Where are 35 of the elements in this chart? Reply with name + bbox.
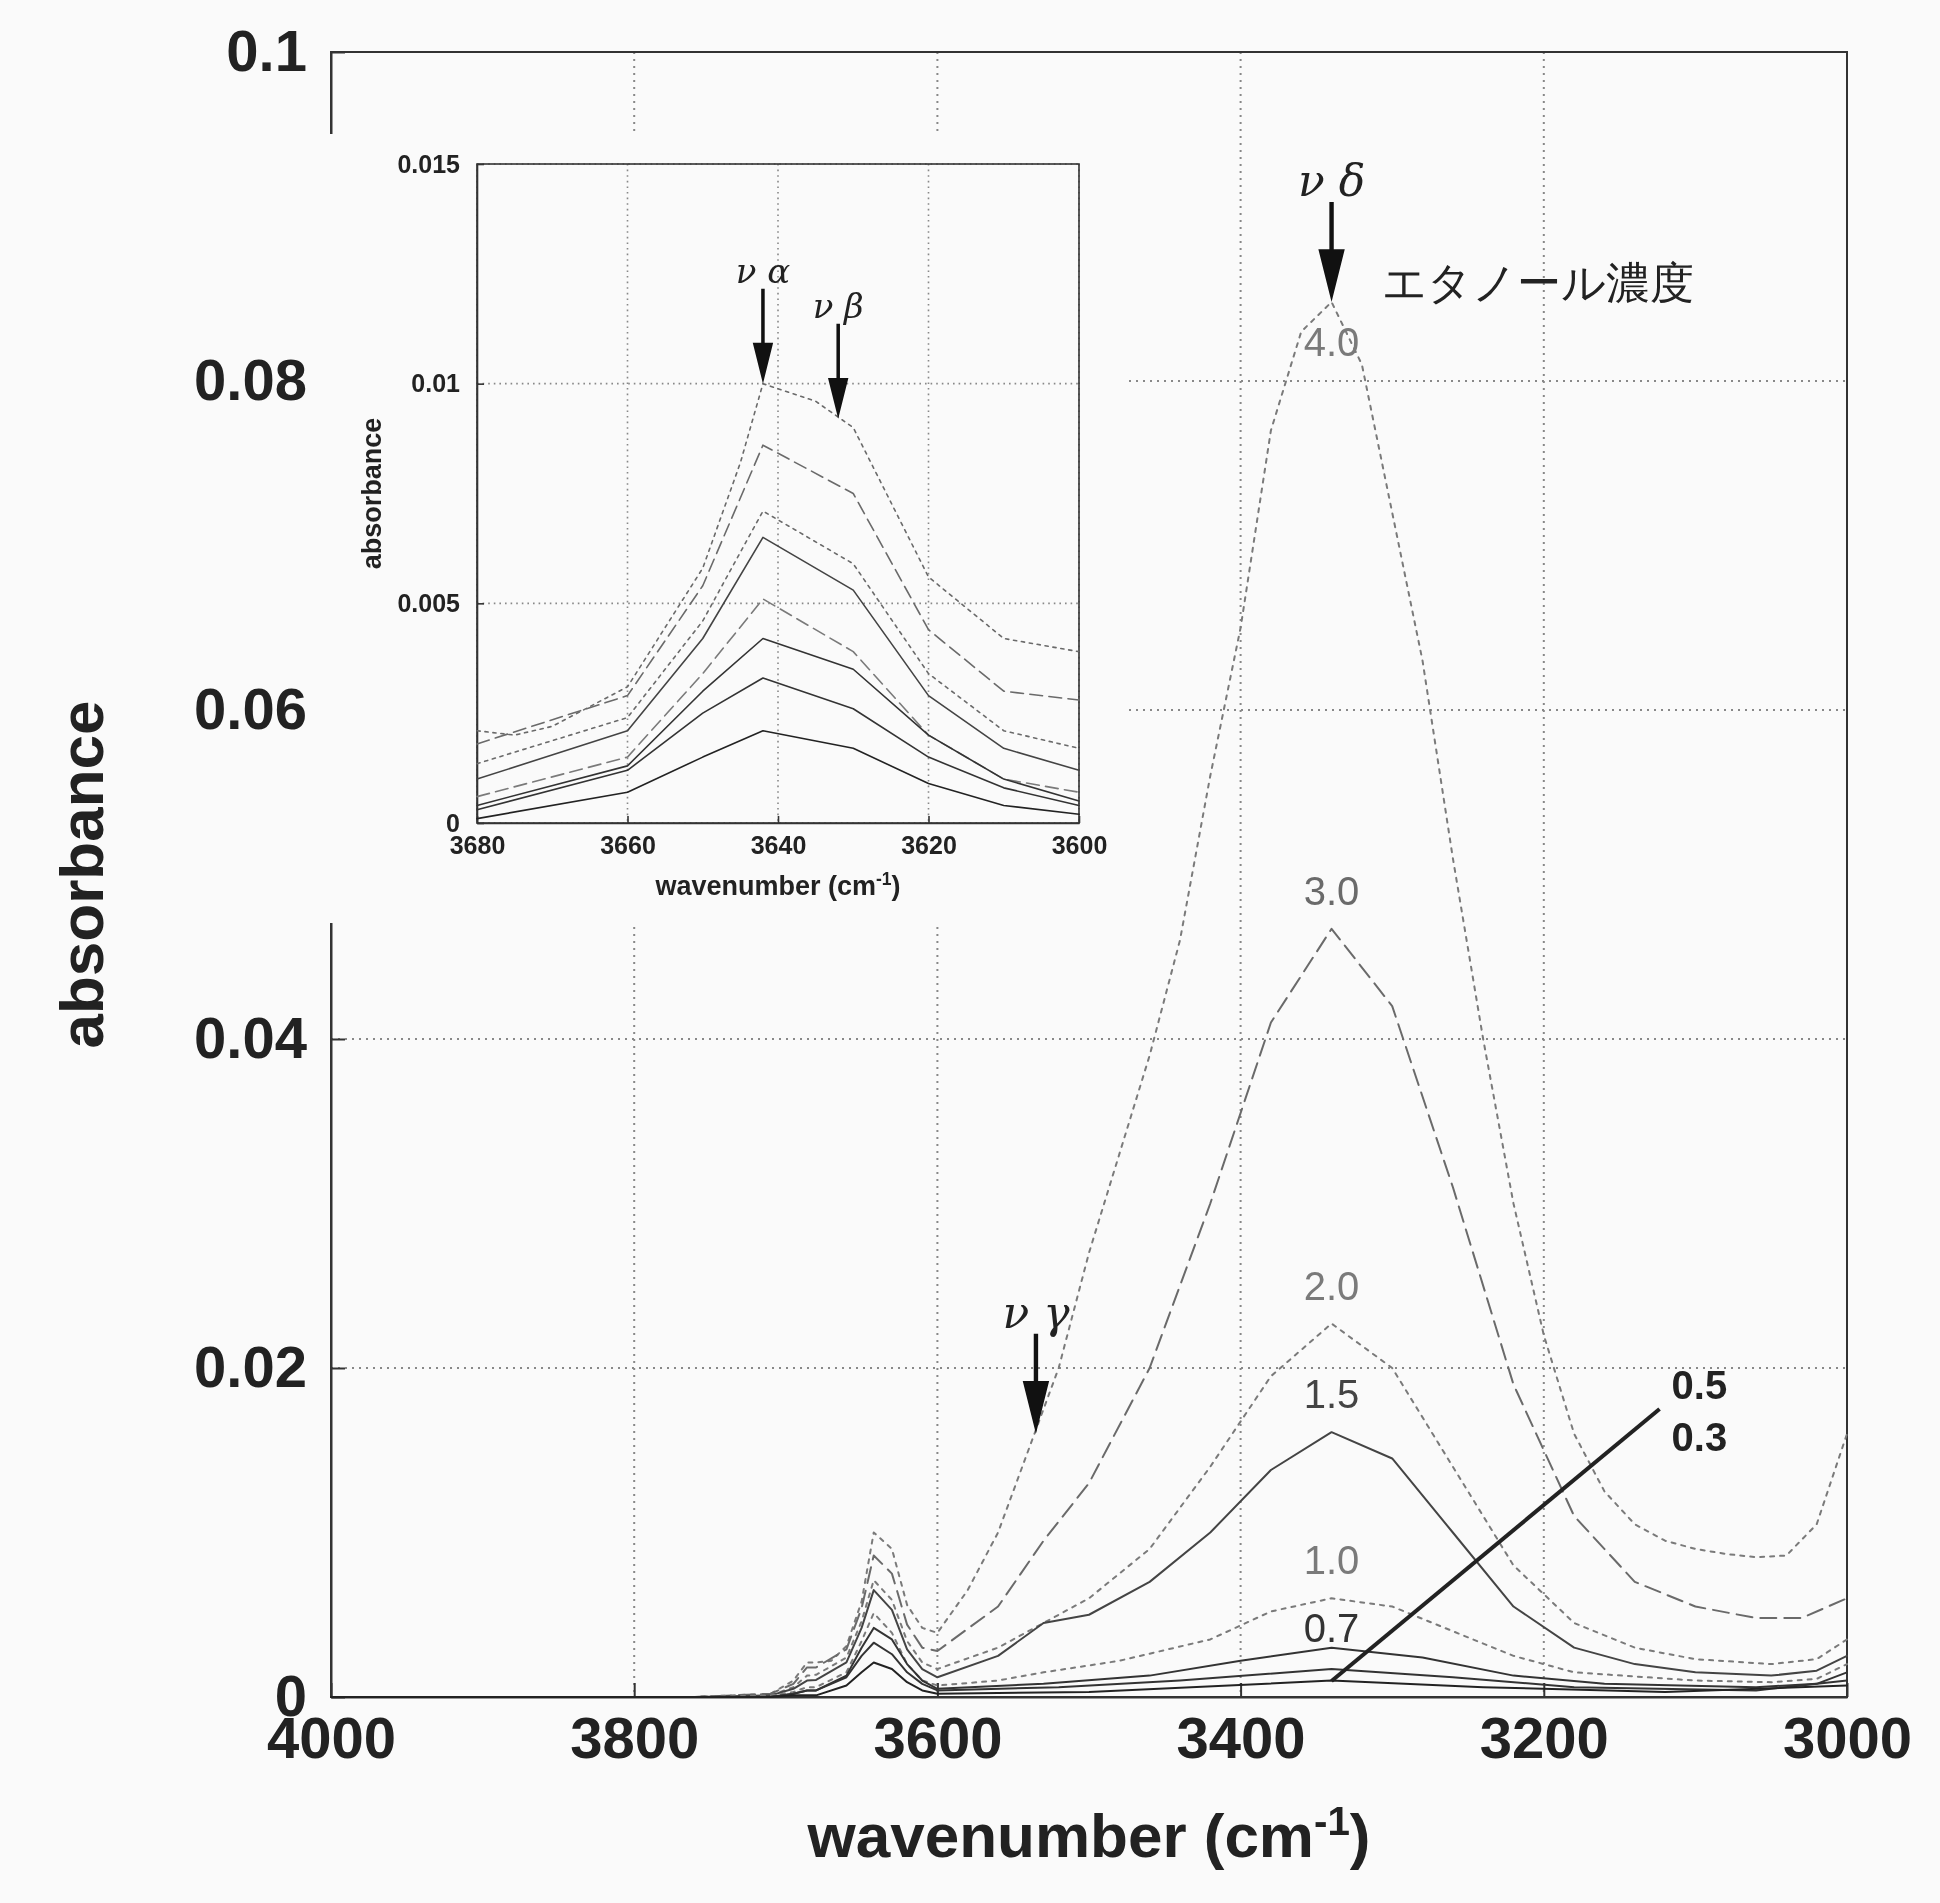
x-tick-label: 3620 xyxy=(901,830,957,859)
series-label: 1.0 xyxy=(1303,1538,1360,1583)
annotation: エタノール濃度 xyxy=(1381,258,1694,308)
x-axis-title: wavenumber (cm$^{-1}$) xyxy=(806,1798,1371,1870)
y-tick-label: 0 xyxy=(446,808,460,837)
annotation: ν δ xyxy=(1297,155,1366,207)
y-tick-label: 0.04 xyxy=(194,1005,307,1071)
y-tick-label: 0.06 xyxy=(194,676,307,742)
annotation: ν γ xyxy=(1002,1286,1071,1338)
x-tick-label: 3400 xyxy=(1176,1705,1306,1771)
series-label: 1.5 xyxy=(1303,1372,1360,1417)
y-tick-label: 0.1 xyxy=(226,18,307,84)
y-axis-title: absorbance xyxy=(357,417,387,570)
x-tick-label: 3660 xyxy=(600,830,656,859)
x-tick-label: 3000 xyxy=(1782,1705,1913,1771)
y-tick-label: 0.01 xyxy=(411,369,461,398)
x-tick-label: 3800 xyxy=(570,1705,700,1771)
x-tick-label: 3640 xyxy=(750,830,807,859)
series-label: 4.0 xyxy=(1303,320,1360,365)
text: 0.5 xyxy=(1671,1363,1728,1408)
annotation: ν α xyxy=(735,250,791,291)
y-tick-label: 0.08 xyxy=(194,347,307,413)
y-tick-label: 0.015 xyxy=(397,149,461,178)
series-label: 2.0 xyxy=(1303,1263,1360,1308)
series-label: 0.7 xyxy=(1303,1605,1360,1650)
x-tick-label: 3600 xyxy=(1051,830,1108,859)
x-tick-label: 3600 xyxy=(873,1705,1003,1771)
x-axis-title: wavenumber (cm$^{-1}$) xyxy=(654,869,901,901)
y-tick-label: 0.02 xyxy=(194,1334,307,1400)
annotation: ν β xyxy=(812,285,864,326)
x-tick-label: 3200 xyxy=(1479,1705,1609,1771)
y-axis-title: absorbance xyxy=(46,700,116,1049)
text: 0.3 xyxy=(1671,1415,1728,1460)
series-label: 3.0 xyxy=(1303,868,1360,913)
y-tick-label: 0.005 xyxy=(397,588,461,617)
